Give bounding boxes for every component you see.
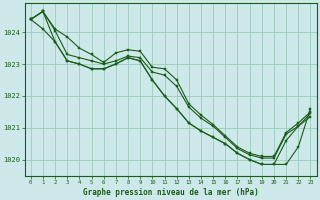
X-axis label: Graphe pression niveau de la mer (hPa): Graphe pression niveau de la mer (hPa) xyxy=(83,188,259,197)
